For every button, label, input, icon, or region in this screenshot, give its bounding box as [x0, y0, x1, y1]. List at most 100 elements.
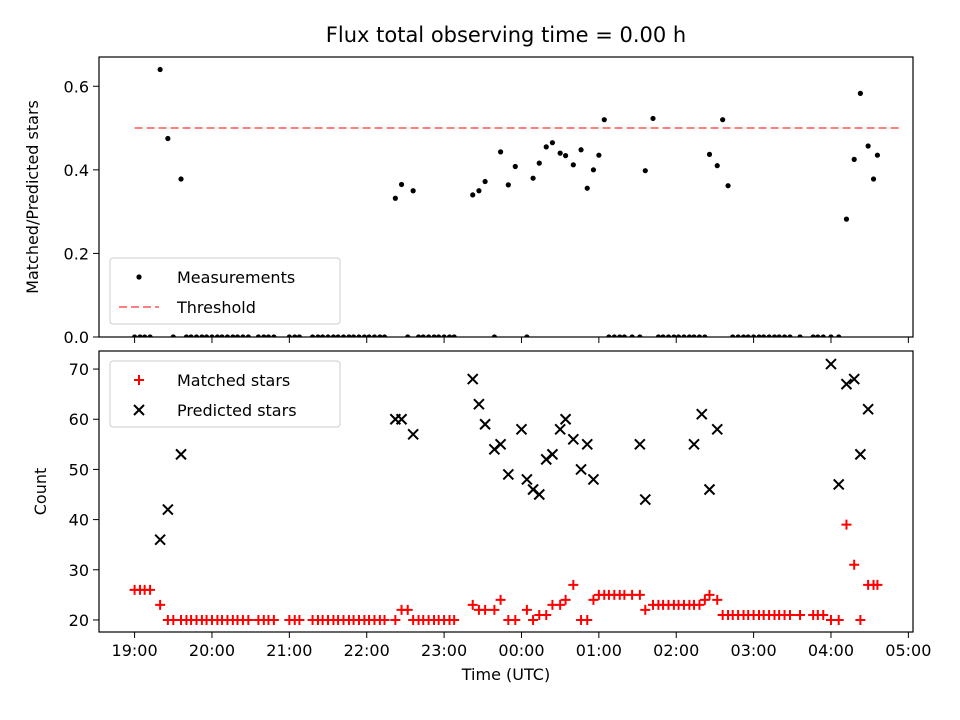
x-tick-label: 19:00 [112, 641, 158, 660]
measurement-point [650, 115, 656, 122]
matched-star-point [784, 609, 795, 620]
y-tick-label: 30 [69, 561, 89, 580]
measurement-point [381, 334, 388, 337]
matched-star-point [849, 559, 860, 570]
measurement-point [315, 334, 321, 337]
measurement-point [766, 334, 772, 337]
measurement-point [426, 334, 432, 337]
measurement-point [730, 334, 736, 337]
plot-area [131, 66, 901, 337]
measurement-point [870, 176, 877, 182]
predicted-star-point [833, 478, 845, 491]
y-tick-label: 0.0 [64, 328, 89, 347]
predicted-star-point [587, 473, 600, 486]
measurement-point [771, 334, 778, 337]
measurement-point [340, 334, 347, 337]
measurement-point [665, 334, 672, 337]
matched-star-point [640, 604, 651, 615]
predicted-star-point [559, 413, 572, 425]
measurement-point [549, 140, 556, 146]
matched-star-point [390, 614, 401, 625]
matched-star-point [155, 599, 166, 610]
measurement-point [398, 181, 405, 188]
ratio-panel: 0.0 0.2 0.4 0.6 Matched/Predicted stars Measu… [23, 56, 914, 347]
measurement-point [601, 117, 607, 123]
predicted-star-point [825, 358, 837, 370]
y-axis-label: Count [31, 468, 50, 516]
predicted-star-point [473, 398, 485, 410]
matched-star-point [489, 604, 500, 615]
matched-star-point [694, 599, 705, 610]
measurement-point [562, 153, 569, 159]
predicted-star-point [154, 533, 166, 546]
measurement-point [745, 334, 751, 337]
measurement-point [234, 334, 241, 337]
measurement-point [596, 152, 602, 158]
measurement-point [621, 334, 627, 337]
axes-frame [98, 56, 914, 338]
measurement-point [309, 334, 316, 337]
legend-matched-label: Matched stars [177, 371, 290, 390]
measurement-point [330, 334, 337, 337]
x-tick-label: 03:00 [731, 641, 777, 660]
predicted-star-point [515, 423, 528, 435]
measurement-point [377, 334, 383, 337]
measurement-point [335, 334, 341, 337]
measurement-point [476, 188, 482, 194]
measurement-point [578, 147, 584, 153]
measurement-point [415, 334, 422, 337]
matched-star-point [528, 614, 539, 625]
measurement-point [131, 334, 138, 337]
y-tick-label: 40 [69, 511, 89, 530]
count-panel: 19:00 20:00 21:00 22:00 23:00 00:00 01:00 02:00… [31, 350, 931, 684]
matched-star-point [379, 614, 390, 625]
measurement-point [350, 334, 357, 337]
measurement-point [776, 334, 782, 337]
matched-star-point [712, 594, 723, 605]
y-tick-label: 0.4 [64, 161, 89, 180]
matched-star-point [294, 614, 305, 625]
matched-star-point [402, 604, 413, 615]
x-tick-label: 05:00 [885, 641, 931, 660]
measurement-point [147, 334, 153, 337]
predicted-star-point [862, 403, 874, 415]
measurement-point [446, 334, 453, 337]
x-tick-label: 02:00 [653, 641, 699, 660]
predicted-star-point [533, 488, 545, 501]
predicted-star-point [521, 473, 533, 486]
legend-measurements-marker [136, 274, 142, 280]
measurement-point [209, 334, 215, 337]
measurement-point [756, 334, 762, 337]
measurement-point [874, 152, 881, 158]
matched-star-point [510, 614, 521, 625]
measurement-point [436, 334, 442, 337]
measurement-point [346, 334, 352, 337]
measurement-point [410, 188, 416, 194]
predicted-star-point [554, 423, 566, 435]
x-tick-label: 01:00 [576, 641, 622, 660]
measurement-point [491, 334, 497, 337]
measurement-point [836, 334, 842, 337]
legend-box [109, 360, 341, 428]
measurement-point [286, 334, 292, 337]
measurement-point [702, 334, 708, 337]
x-tick-label: 20:00 [189, 641, 235, 660]
measurement-point [165, 135, 171, 142]
measurement-point [512, 163, 518, 170]
measurement-point [325, 334, 331, 337]
y-tick-label: 50 [69, 460, 89, 479]
x-axis-label: Time (UTC) [461, 665, 550, 684]
measurement-point [497, 149, 504, 155]
measurement-point [366, 334, 372, 337]
predicted-star-point [395, 413, 408, 425]
matched-star-point [541, 609, 552, 620]
measurement-point [203, 334, 210, 337]
measurement-point [671, 334, 677, 337]
measurement-point [629, 334, 635, 337]
measurement-point [265, 334, 272, 337]
measurement-point [470, 192, 476, 198]
measurement-point [420, 334, 426, 337]
measurement-point [214, 334, 220, 337]
figure-title: Flux total observing time = 0.00 h [326, 23, 686, 47]
